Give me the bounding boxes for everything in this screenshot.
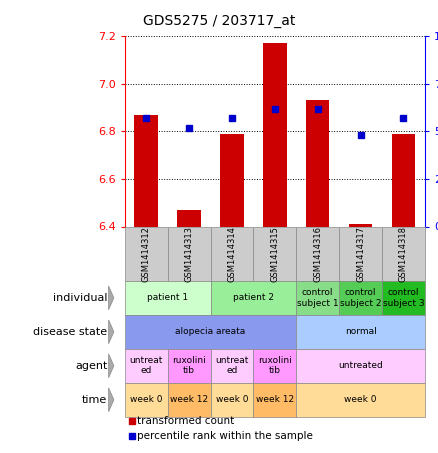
- Text: patient 1: patient 1: [147, 294, 188, 302]
- Text: disease state: disease state: [33, 327, 107, 337]
- Text: percentile rank within the sample: percentile rank within the sample: [137, 431, 313, 441]
- Text: individual: individual: [53, 293, 107, 303]
- Bar: [306, 101, 329, 226]
- Text: week 12: week 12: [256, 395, 294, 404]
- Text: agent: agent: [75, 361, 107, 371]
- Text: untreat
ed: untreat ed: [215, 356, 249, 376]
- Text: ruxolini
tib: ruxolini tib: [258, 356, 292, 376]
- Text: transformed count: transformed count: [137, 416, 234, 426]
- Text: control
subject 1: control subject 1: [297, 288, 339, 308]
- Text: GDS5275 / 203717_at: GDS5275 / 203717_at: [143, 14, 295, 28]
- Text: week 12: week 12: [170, 395, 208, 404]
- Text: GSM1414317: GSM1414317: [356, 226, 365, 282]
- Bar: [349, 224, 372, 226]
- Text: GSM1414315: GSM1414315: [270, 226, 279, 282]
- Bar: [134, 115, 158, 226]
- Bar: [263, 43, 286, 226]
- Text: time: time: [82, 395, 107, 405]
- Text: GSM1414316: GSM1414316: [313, 226, 322, 282]
- Text: alopecia areata: alopecia areata: [176, 328, 246, 336]
- Text: week 0: week 0: [130, 395, 162, 404]
- Text: patient 2: patient 2: [233, 294, 274, 302]
- Bar: [177, 210, 201, 226]
- Text: normal: normal: [345, 328, 376, 336]
- Text: control
subject 2: control subject 2: [340, 288, 381, 308]
- Text: untreated: untreated: [338, 361, 383, 370]
- Text: week 0: week 0: [216, 395, 248, 404]
- Bar: [392, 134, 415, 226]
- Text: week 0: week 0: [344, 395, 377, 404]
- Text: ruxolini
tib: ruxolini tib: [172, 356, 206, 376]
- Text: GSM1414313: GSM1414313: [185, 226, 194, 282]
- Text: GSM1414318: GSM1414318: [399, 226, 408, 282]
- Text: GSM1414314: GSM1414314: [227, 226, 237, 282]
- Text: GSM1414312: GSM1414312: [142, 226, 151, 282]
- Bar: [220, 134, 244, 226]
- Text: untreat
ed: untreat ed: [130, 356, 163, 376]
- Text: control
subject 3: control subject 3: [383, 288, 424, 308]
